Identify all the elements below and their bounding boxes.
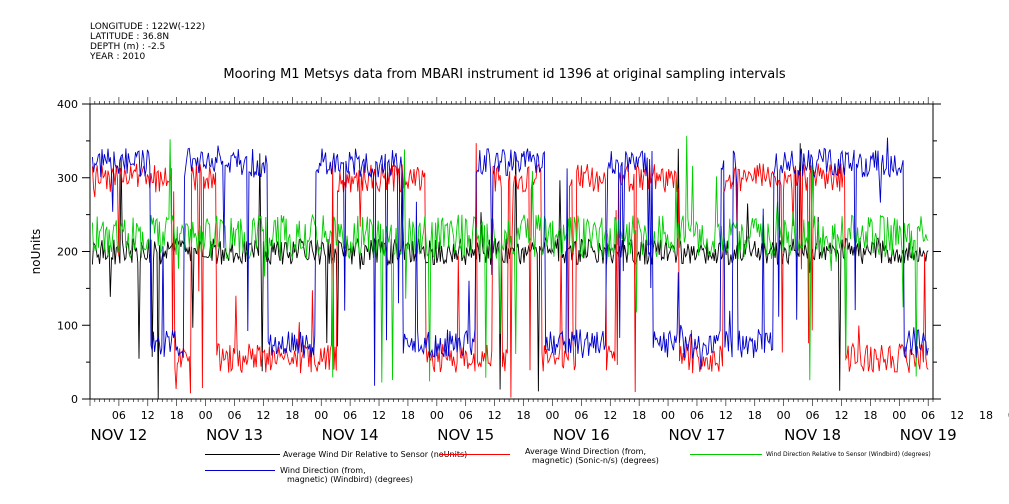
x-hour-label: 00 bbox=[892, 409, 906, 422]
x-hour-label: 12 bbox=[950, 409, 964, 422]
x-date-label: NOV 18 bbox=[784, 426, 841, 444]
x-hour-label: 12 bbox=[834, 409, 848, 422]
x-hour-label: 12 bbox=[488, 409, 502, 422]
x-date-label: NOV 16 bbox=[553, 426, 610, 444]
legend-swatch-red bbox=[440, 454, 510, 455]
x-hour-label: 00 bbox=[777, 409, 791, 422]
x-hour-label: 18 bbox=[979, 409, 993, 422]
legend-swatch-black bbox=[205, 454, 280, 455]
x-hour-label: 12 bbox=[141, 409, 155, 422]
x-hour-label: 18 bbox=[632, 409, 646, 422]
y-axis-label: noUnits bbox=[29, 229, 43, 275]
x-date-label: NOV 12 bbox=[90, 426, 147, 444]
x-hour-label: 12 bbox=[256, 409, 270, 422]
x-date-label: NOV 13 bbox=[206, 426, 263, 444]
legend-label-red-2: magnetic) (Sonic-n/s) (degrees) bbox=[532, 456, 659, 465]
legend-label-green: Wind Direction Relative to Sensor (Windb… bbox=[766, 451, 931, 458]
x-hour-label: 00 bbox=[1008, 409, 1009, 422]
x-hour-label: 06 bbox=[459, 409, 473, 422]
x-hour-label: 18 bbox=[517, 409, 531, 422]
x-date-label: NOV 15 bbox=[437, 426, 494, 444]
x-hour-label: 06 bbox=[343, 409, 357, 422]
x-hour-label: 12 bbox=[603, 409, 617, 422]
meta-depth: DEPTH (m) : -2.5 bbox=[90, 42, 166, 52]
x-date-label: NOV 14 bbox=[322, 426, 379, 444]
y-tick-label: 400 bbox=[57, 98, 78, 111]
x-hour-label: 06 bbox=[112, 409, 126, 422]
x-hour-label: 00 bbox=[199, 409, 213, 422]
x-hour-label: 18 bbox=[748, 409, 762, 422]
chart-title: Mooring M1 Metsys data from MBARI instru… bbox=[223, 67, 786, 82]
x-hour-label: 12 bbox=[372, 409, 386, 422]
legend-swatch-green bbox=[690, 454, 762, 455]
x-hour-label: 06 bbox=[690, 409, 704, 422]
legend-label-blue-2: magnetic) (Windbird) (degrees) bbox=[287, 475, 414, 484]
y-tick-label: 200 bbox=[57, 246, 78, 259]
series-line-2 bbox=[91, 135, 929, 383]
x-hour-label: 18 bbox=[401, 409, 415, 422]
x-hour-label: 06 bbox=[228, 409, 242, 422]
meta-latitude: LATITUDE : 36.8N bbox=[90, 32, 170, 42]
x-hour-label: 06 bbox=[574, 409, 588, 422]
x-hour-label: 00 bbox=[430, 409, 444, 422]
series-line-3 bbox=[91, 137, 929, 386]
x-date-label: NOV 19 bbox=[900, 426, 957, 444]
x-hour-label: 12 bbox=[719, 409, 733, 422]
metadata-block: LONGITUDE : 122W(-122) LATITUDE : 36.8N … bbox=[90, 22, 205, 62]
y-tick-label: 100 bbox=[57, 319, 78, 332]
y-tick-label: 0 bbox=[71, 393, 78, 406]
legend-label-black: Average Wind Dir Relative to Sensor (noU… bbox=[283, 450, 468, 459]
legend-swatch-blue bbox=[205, 470, 275, 471]
x-hour-label: 06 bbox=[806, 409, 820, 422]
x-hour-label: 00 bbox=[545, 409, 559, 422]
x-hour-label: 00 bbox=[661, 409, 675, 422]
meta-longitude: LONGITUDE : 122W(-122) bbox=[90, 22, 206, 32]
series-line-1 bbox=[91, 143, 929, 398]
x-hour-label: 18 bbox=[863, 409, 877, 422]
legend-label-blue-1: Wind Direction (from, bbox=[280, 466, 366, 475]
legend-label-red-1: Average Wind Direction (from, bbox=[525, 447, 647, 456]
y-tick-label: 300 bbox=[57, 172, 78, 185]
x-hour-label: 18 bbox=[285, 409, 299, 422]
x-hour-label: 00 bbox=[314, 409, 328, 422]
x-hour-label: 18 bbox=[170, 409, 184, 422]
meta-year: YEAR : 2010 bbox=[90, 52, 146, 62]
x-hour-label: 06 bbox=[921, 409, 935, 422]
x-date-label: NOV 17 bbox=[669, 426, 726, 444]
